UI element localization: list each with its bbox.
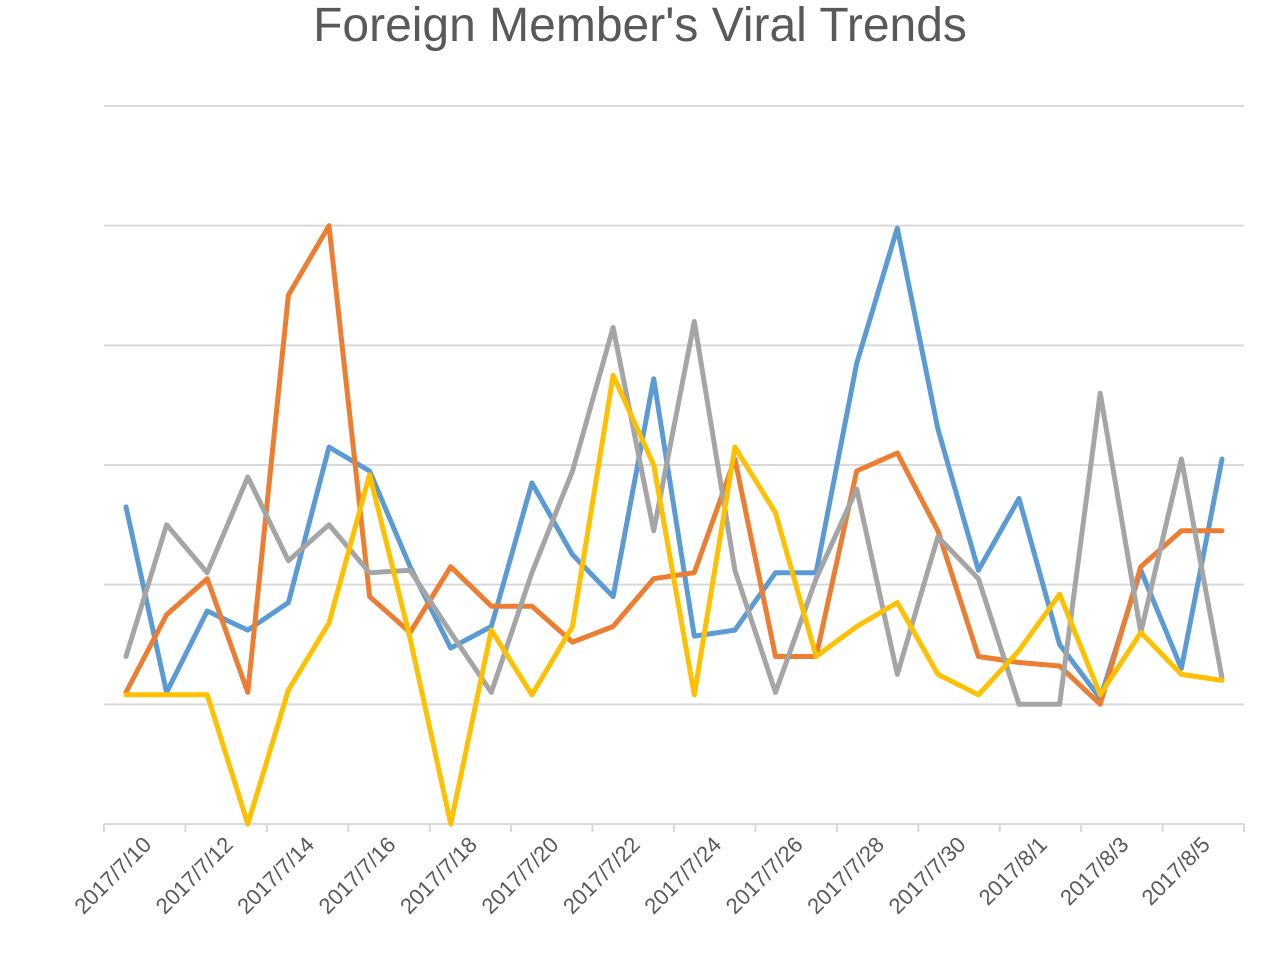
x-tick-label: 2017/8/3 <box>1055 832 1133 910</box>
x-tick-label: 2017/7/28 <box>802 832 889 919</box>
x-tick-label: 2017/7/30 <box>884 832 971 919</box>
x-tick-label: 2017/7/24 <box>639 832 726 919</box>
x-tick-label: 2017/7/20 <box>477 832 564 919</box>
x-tick-label: 2017/8/5 <box>1137 832 1215 910</box>
chart-title: Foreign Member's Viral Trends <box>313 0 967 52</box>
x-tick-label: 2017/7/26 <box>721 832 808 919</box>
x-tick-label: 2017/7/12 <box>151 832 238 919</box>
x-tick-label: 2017/7/18 <box>395 832 482 919</box>
x-tick-label: 2017/7/16 <box>314 832 401 919</box>
x-tick-label: 2017/8/1 <box>974 832 1052 910</box>
series-line-4 <box>123 372 1225 827</box>
x-tick-label: 2017/7/10 <box>69 832 156 919</box>
x-tick-label: 2017/7/14 <box>232 832 319 919</box>
series-line-3 <box>123 318 1225 707</box>
series-line-1 <box>123 225 1225 701</box>
x-tick-label: 2017/7/22 <box>558 832 645 919</box>
